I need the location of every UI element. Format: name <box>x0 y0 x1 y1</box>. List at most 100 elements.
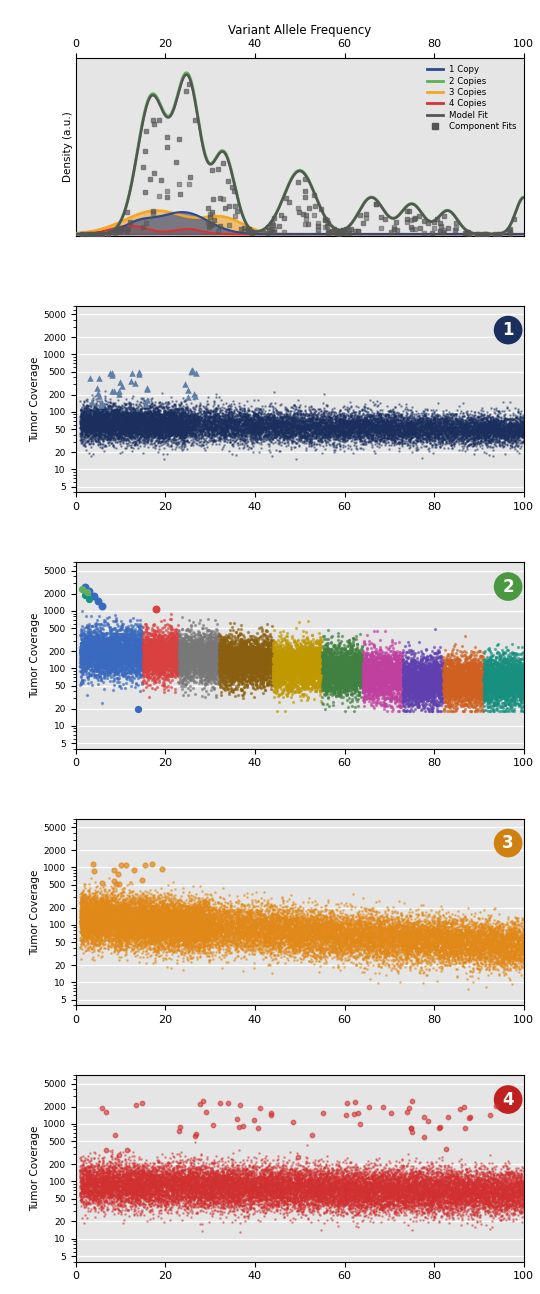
Point <box>421 905 429 925</box>
Point <box>398 1185 407 1206</box>
Point <box>160 402 168 423</box>
Point <box>450 421 459 441</box>
Point <box>196 415 205 436</box>
Point <box>147 901 156 921</box>
Point <box>388 1207 396 1228</box>
Point <box>206 914 215 934</box>
Point <box>325 417 333 437</box>
Point <box>417 679 426 700</box>
Point <box>147 1168 156 1189</box>
Point <box>387 422 395 443</box>
Point <box>299 919 308 939</box>
Point <box>490 681 498 701</box>
Point <box>353 661 361 682</box>
Point <box>463 673 471 694</box>
Point <box>401 655 409 675</box>
Point <box>462 1180 471 1201</box>
Point <box>148 659 157 679</box>
Point <box>179 426 187 446</box>
Point <box>397 653 406 674</box>
Point <box>495 224 503 245</box>
Point <box>359 421 368 441</box>
Point <box>204 666 213 687</box>
Point <box>303 678 312 699</box>
Point <box>136 666 144 687</box>
Point <box>215 669 224 690</box>
Point <box>308 950 317 970</box>
Point <box>291 907 299 928</box>
Point <box>301 1180 310 1201</box>
Point <box>470 1156 479 1176</box>
Point <box>274 1166 282 1187</box>
Point <box>322 672 331 692</box>
Point <box>86 652 94 673</box>
Point <box>501 674 510 695</box>
Point <box>202 924 211 945</box>
Point <box>106 411 115 432</box>
Point <box>161 639 170 660</box>
Point <box>79 408 87 428</box>
Point <box>471 690 480 710</box>
Point <box>411 692 420 713</box>
Point <box>134 916 143 937</box>
Point <box>99 426 108 446</box>
Point <box>105 1165 113 1185</box>
Point <box>423 422 431 443</box>
Point <box>361 652 369 673</box>
Point <box>433 419 442 440</box>
Point <box>122 1185 130 1206</box>
Point <box>253 1180 261 1201</box>
Point <box>438 668 447 688</box>
Point <box>116 411 125 432</box>
Point <box>116 903 124 924</box>
Point <box>318 911 327 932</box>
Point <box>393 1188 402 1209</box>
Point <box>239 1181 247 1202</box>
Point <box>221 1170 230 1190</box>
Point <box>441 1183 449 1203</box>
Point <box>442 1198 451 1219</box>
Point <box>367 1174 376 1194</box>
Point <box>467 941 476 961</box>
Point <box>134 1163 143 1184</box>
Point <box>213 642 221 663</box>
Point <box>380 672 388 692</box>
Point <box>200 402 209 423</box>
Point <box>256 410 265 431</box>
Point <box>281 1184 290 1205</box>
Point <box>488 672 497 692</box>
Point <box>348 414 356 435</box>
Point <box>236 428 245 449</box>
Point <box>274 660 283 681</box>
Point <box>248 415 256 436</box>
Point <box>98 414 107 435</box>
Point <box>457 642 466 663</box>
Point <box>199 652 208 673</box>
Point <box>240 643 249 664</box>
Point <box>216 215 225 236</box>
Point <box>98 619 107 639</box>
Point <box>264 644 272 665</box>
Point <box>82 920 91 941</box>
Point <box>190 1172 199 1193</box>
Point <box>225 652 233 673</box>
Point <box>167 928 176 949</box>
Point <box>200 402 209 423</box>
Point <box>354 1181 362 1202</box>
Point <box>260 1170 268 1190</box>
Point <box>342 1167 350 1188</box>
Point <box>190 902 198 923</box>
Point <box>249 678 258 699</box>
Point <box>190 1176 199 1197</box>
Point <box>459 908 468 929</box>
Point <box>172 663 180 683</box>
Point <box>115 898 124 919</box>
Point <box>88 402 97 423</box>
Point <box>118 415 126 436</box>
Point <box>122 433 131 454</box>
Point <box>176 419 184 440</box>
Point <box>149 1190 158 1211</box>
Point <box>334 669 342 690</box>
Point <box>230 939 239 960</box>
Point <box>302 1175 311 1196</box>
